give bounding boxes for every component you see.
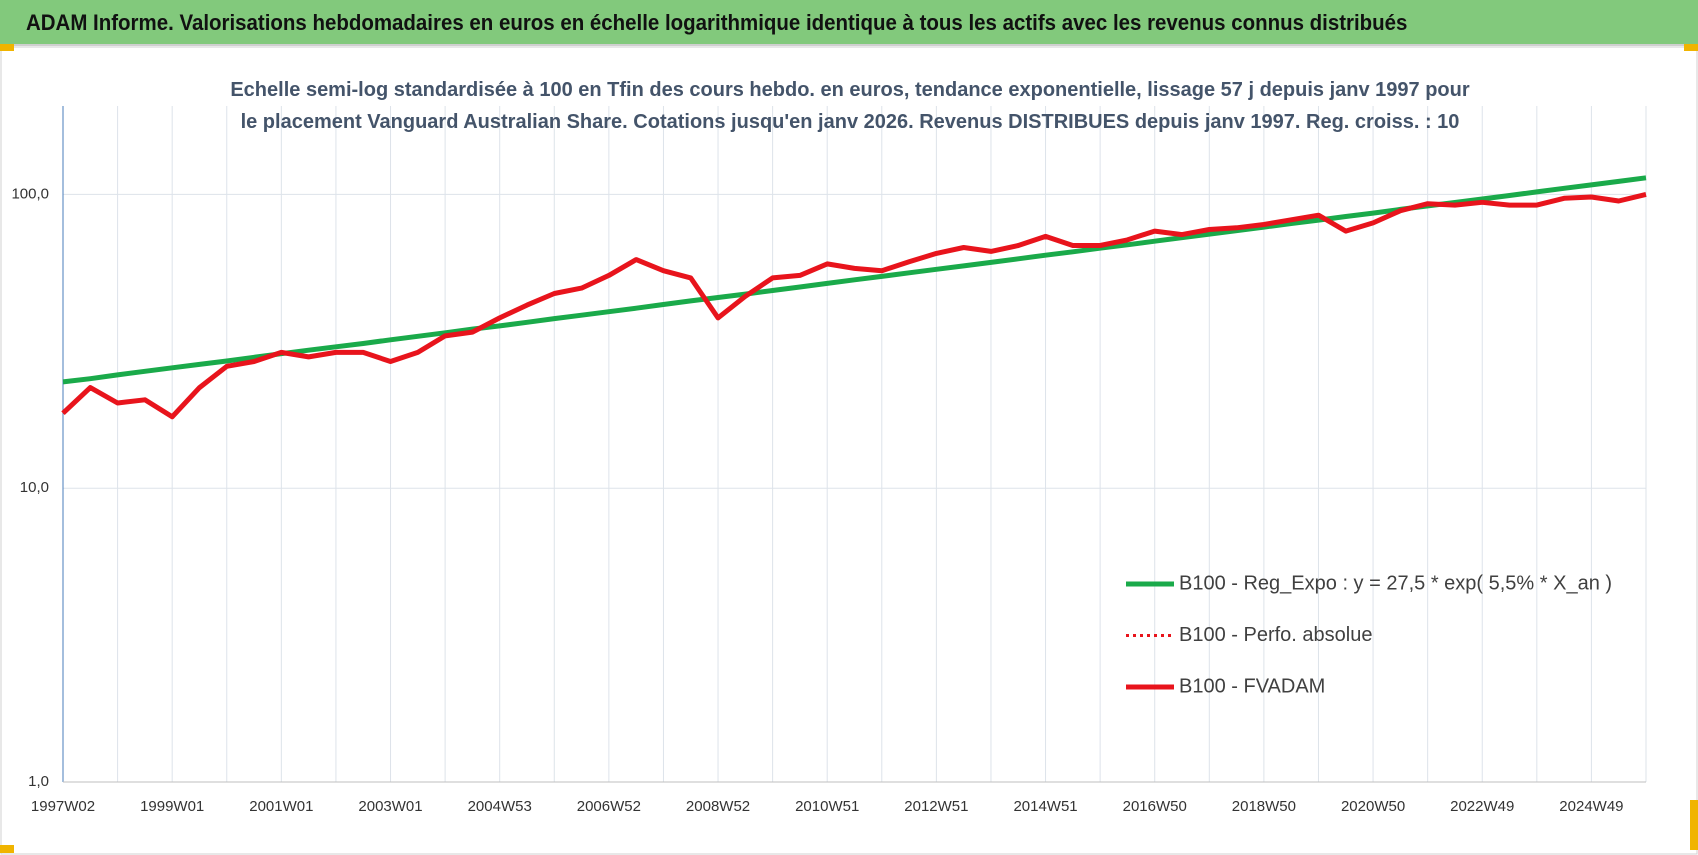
x-tick-label: 2008W52 [686, 798, 750, 815]
x-tick-label: 2018W50 [1232, 798, 1296, 815]
corner-mark [1690, 800, 1698, 850]
x-tick-label: 2003W01 [358, 798, 422, 815]
x-tick-label: 1997W02 [31, 798, 95, 815]
legend-label: B100 - Reg_Expo : y = 27,5 * exp( 5,5% *… [1179, 572, 1612, 594]
x-tick-label: 2014W51 [1013, 798, 1077, 815]
legend-label: B100 - Perfo. absolue [1179, 624, 1372, 646]
line-series [62, 175, 1647, 385]
line-series [61, 192, 1647, 419]
legend-label: B100 - FVADAM [1179, 675, 1325, 697]
header-title: ADAM Informe. Valorisations hebdomadaire… [26, 10, 1408, 35]
x-tick-label: 2022W49 [1450, 798, 1514, 815]
x-tick-label: 1999W01 [140, 798, 204, 815]
x-tick-label: 2024W49 [1559, 798, 1623, 815]
x-tick-label: 2001W01 [249, 798, 313, 815]
x-tick-label: 2012W51 [904, 798, 968, 815]
x-tick-label: 2006W52 [577, 798, 641, 815]
y-tick-label: 1,0 [28, 773, 49, 790]
chart-title: Echelle semi-log standardisée à 100 en T… [230, 79, 1470, 133]
line-series [61, 191, 1647, 420]
x-tick-label: 2016W50 [1123, 798, 1187, 815]
y-tick-label: 100,0 [11, 185, 49, 202]
corner-mark [0, 845, 14, 853]
x-tick-label: 2020W50 [1341, 798, 1405, 815]
x-tick-label: 2010W51 [795, 798, 859, 815]
chart-frame [0, 46, 1698, 855]
x-tick-label: 2004W53 [468, 798, 532, 815]
y-tick-label: 10,0 [20, 479, 49, 496]
corner-mark [1684, 44, 1698, 51]
header: ADAM Informe. Valorisations hebdomadaire… [0, 0, 1698, 46]
corner-mark [0, 44, 14, 51]
